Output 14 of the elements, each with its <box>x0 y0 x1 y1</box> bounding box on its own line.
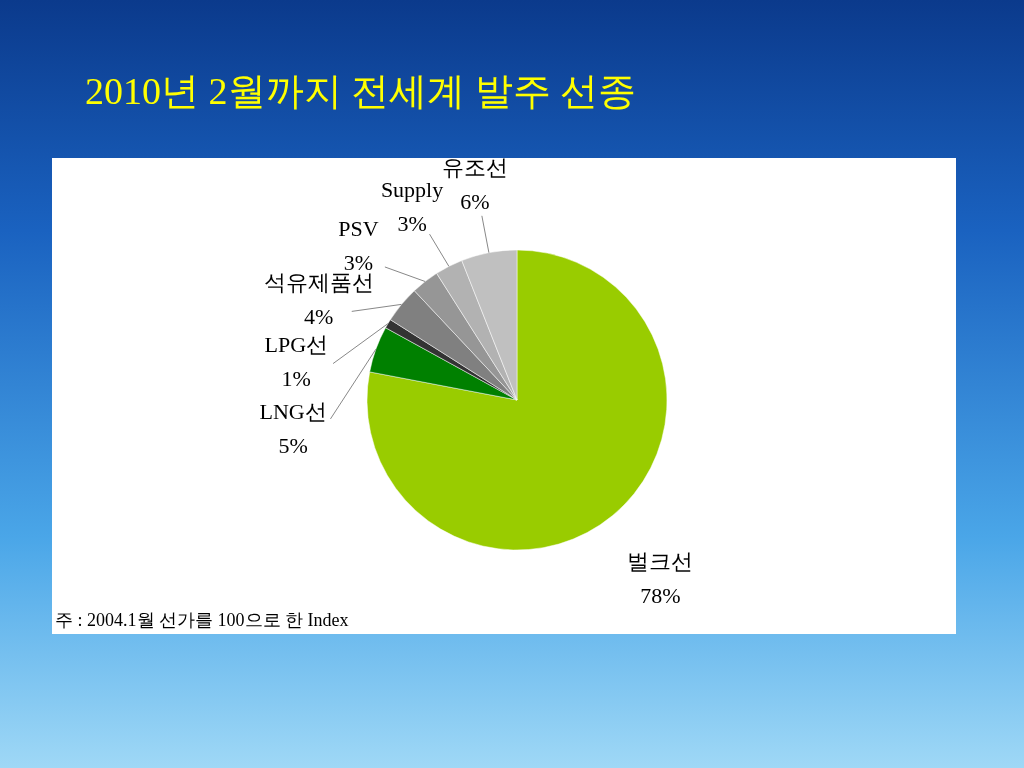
slice-label: LPG선 <box>264 332 329 358</box>
data-label: 1% <box>281 366 311 392</box>
chart-title: 2010년 2월까지 전세계 발주 선종 <box>85 70 636 112</box>
slice-label: 벌크선 <box>627 549 694 575</box>
data-label: 5% <box>278 432 308 458</box>
data-label: 4% <box>304 303 334 329</box>
slice-label: Supply <box>380 176 444 202</box>
slice-label: LNG선 <box>259 398 327 424</box>
data-label: 78% <box>640 583 681 609</box>
data-label: 6% <box>460 188 490 214</box>
slice-label: PSV <box>338 216 379 242</box>
text: 주 : 2004.1월 선가를 100으로 한 Index <box>55 610 349 630</box>
slice-label: 유조선 <box>441 154 508 180</box>
data-label: 3% <box>397 210 427 236</box>
